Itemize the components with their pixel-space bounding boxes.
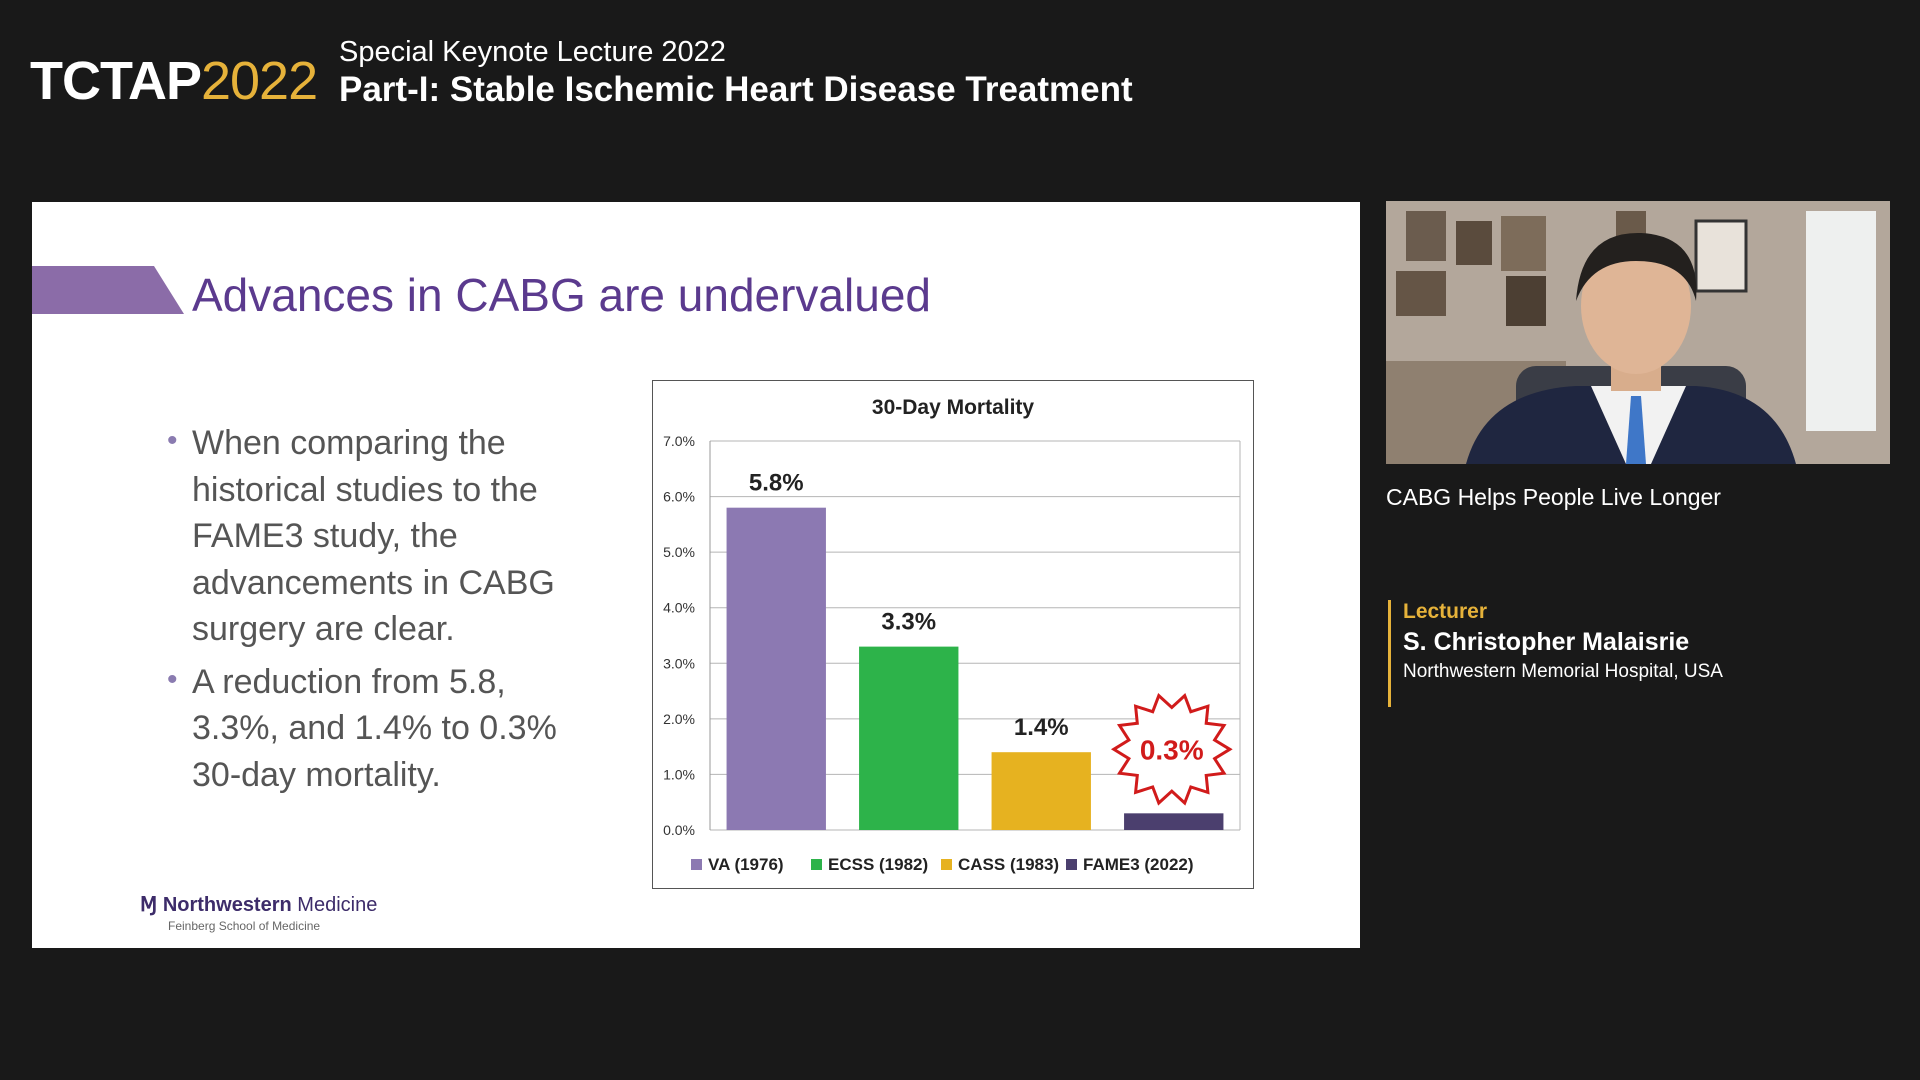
lecture-subtitle: Special Keynote Lecture 2022 (339, 36, 726, 68)
bullet-dot-icon: • (167, 424, 178, 457)
lecturer-name: S. Christopher Malaisrie (1403, 628, 1690, 656)
legend-swatch (811, 859, 822, 870)
legend-swatch (1066, 859, 1077, 870)
bullet-text: When comparing the historical studies to… (192, 424, 555, 648)
logo-main-light: Medicine (297, 894, 378, 916)
bullet-item: • A reduction from 5.8, 3.3%, and 1.4% to… (167, 659, 597, 799)
speaker-video (1386, 201, 1890, 464)
y-tick-label: 4.0% (663, 600, 695, 616)
brand-name: TCTAP (30, 51, 202, 111)
legend-label: FAME3 (2022) (1083, 855, 1194, 874)
lecturer-label: Lecturer (1403, 600, 1488, 623)
y-tick-label: 3.0% (663, 655, 695, 671)
speaker-video-image (1386, 201, 1890, 464)
bar (726, 507, 826, 830)
bullet-item: • When comparing the historical studies t… (167, 420, 597, 653)
bullet-text: A reduction from 5.8, 3.3%, and 1.4% to … (192, 662, 557, 794)
video-caption: CABG Helps People Live Longer (1386, 484, 1721, 510)
tctap-logo: TCTAP2022 (30, 50, 318, 112)
bar (991, 752, 1091, 830)
bar (859, 646, 959, 830)
y-tick-label: 6.0% (663, 489, 695, 505)
legend-label: ECSS (1982) (828, 855, 928, 874)
lecture-title: Part-I: Stable Ischemic Heart Disease Tr… (339, 70, 1133, 109)
y-tick-label: 2.0% (663, 711, 695, 727)
chart-svg: 30-Day Mortality 0.0% 1.0% 2.0% 3.0% 4.0% 5.0%… (663, 396, 1241, 874)
starburst-icon (1110, 692, 1233, 806)
data-label: 1.4% (1014, 714, 1069, 741)
data-label: 3.3% (881, 609, 936, 636)
legend-label: VA (1976) (708, 855, 784, 874)
logo-main: Northwestern (162, 894, 292, 916)
bullet-list: • When comparing the historical studies t… (167, 420, 597, 804)
data-label: 0.3% (1140, 734, 1204, 765)
nm-logo-icon: Ɱ (140, 894, 163, 916)
slide-title: Advances in CABG are undervalued (192, 269, 931, 321)
legend-label: CASS (1983) (958, 855, 1059, 874)
bullet-dot-icon: • (167, 662, 178, 696)
title-accent-bar (32, 266, 184, 314)
lecturer-info: Lecturer S. Christopher Malaisrie Northw… (1388, 600, 1763, 707)
chart-title: 30-Day Mortality (872, 396, 1035, 419)
northwestern-medicine-logo: Ɱ Northwestern Medicine Feinberg School … (140, 892, 377, 933)
data-label: 5.8% (749, 470, 804, 497)
brand-year: 2022 (200, 51, 318, 111)
presentation-slide: Advances in CABG are undervalued • When c… (32, 202, 1360, 948)
lecturer-affiliation: Northwestern Memorial Hospital, USA (1403, 661, 1723, 682)
mortality-chart: 30-Day Mortality 0.0% 1.0% 2.0% 3.0% 4.0% 5.0%… (652, 380, 1254, 889)
legend-swatch (691, 859, 702, 870)
y-tick-label: 1.0% (663, 766, 695, 782)
logo-sub: Feinberg School of Medicine (168, 919, 321, 933)
y-tick-label: 0.0% (663, 822, 695, 838)
bar (1124, 813, 1224, 830)
y-tick-label: 5.0% (663, 544, 695, 560)
legend-swatch (941, 859, 952, 870)
y-tick-label: 7.0% (663, 433, 695, 449)
